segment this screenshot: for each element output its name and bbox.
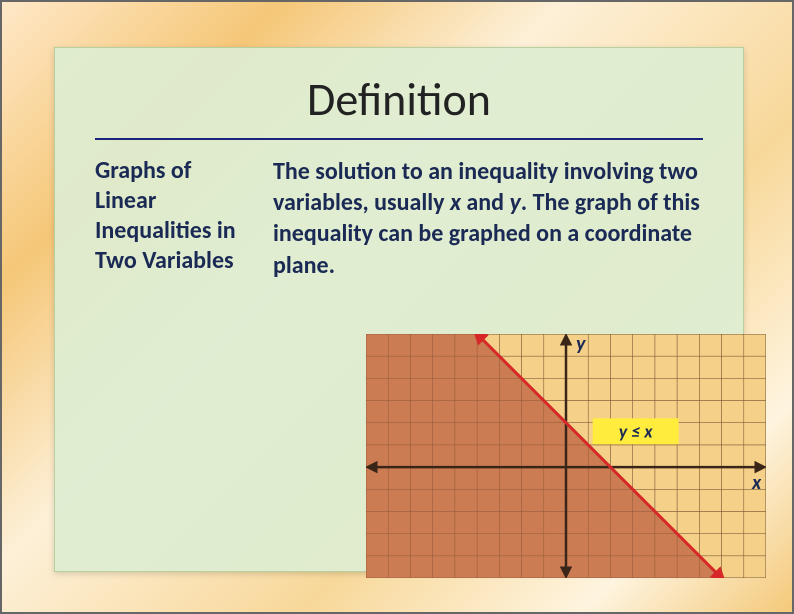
panel-title: Definition [95,72,703,128]
def-var-x: x [450,188,461,217]
svg-text:x: x [751,471,762,495]
definition-text: The solution to an inequality involving … [273,156,703,281]
svg-text:y: y [576,334,586,356]
title-divider [95,138,703,140]
inequality-graph: y x y ≤ x [366,334,766,589]
definition-panel: Definition Graphs of Linear Inequalities… [54,47,744,572]
term-column: Graphs of Linear Inequalities in Two Var… [95,156,245,281]
def-and: and [461,188,509,217]
svg-text:y ≤ x: y ≤ x [619,420,654,442]
graph-svg: y x y ≤ x [366,334,766,578]
definition-term: Graphs of Linear Inequalities in Two Var… [95,156,245,276]
content-row: Graphs of Linear Inequalities in Two Var… [95,156,703,281]
definition-column: The solution to an inequality involving … [273,156,703,281]
outer-frame: Definition Graphs of Linear Inequalities… [0,0,794,614]
def-var-y: y [509,188,520,217]
